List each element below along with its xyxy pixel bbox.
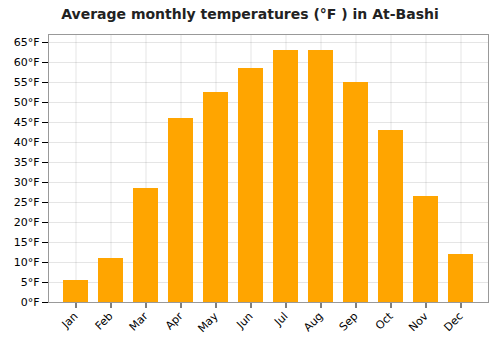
svg-text:Jan: Jan (59, 310, 81, 332)
svg-text:Sep: Sep (337, 310, 361, 334)
svg-text:May: May (195, 309, 221, 335)
html-text:Average monthly temperatures (: Average monthly temperatures (°F ) in At… (61, 6, 439, 22)
svg-text:60°F: 60°F (14, 56, 40, 69)
svg-text:65°F: 65°F (14, 36, 40, 49)
svg-text:25°F: 25°F (14, 196, 40, 209)
svg-text:Dec: Dec (441, 310, 465, 334)
svg-text:Aug: Aug (301, 310, 325, 334)
svg-text:35°F: 35°F (14, 156, 40, 169)
svg-text:5°F: 5°F (21, 276, 40, 289)
svg-text:15°F: 15°F (14, 236, 40, 249)
svg-text:Mar: Mar (127, 309, 151, 333)
svg-text:40°F: 40°F (14, 136, 40, 149)
svg-text:Nov: Nov (406, 309, 431, 334)
svg-text:Feb: Feb (93, 310, 116, 333)
svg-text:Jun: Jun (234, 310, 256, 332)
svg-text:Oct: Oct (373, 309, 396, 332)
svg-text:Jul: Jul (271, 310, 290, 329)
svg-text:50°F: 50°F (14, 96, 40, 109)
svg-text:55°F: 55°F (14, 76, 40, 89)
svg-text:0°F: 0°F (21, 296, 40, 309)
svg-text:10°F: 10°F (14, 256, 40, 269)
svg-text:45°F: 45°F (14, 116, 40, 129)
svg-text:20°F: 20°F (14, 216, 40, 229)
svg-text:30°F: 30°F (14, 176, 40, 189)
svg-text:Apr: Apr (163, 309, 186, 332)
